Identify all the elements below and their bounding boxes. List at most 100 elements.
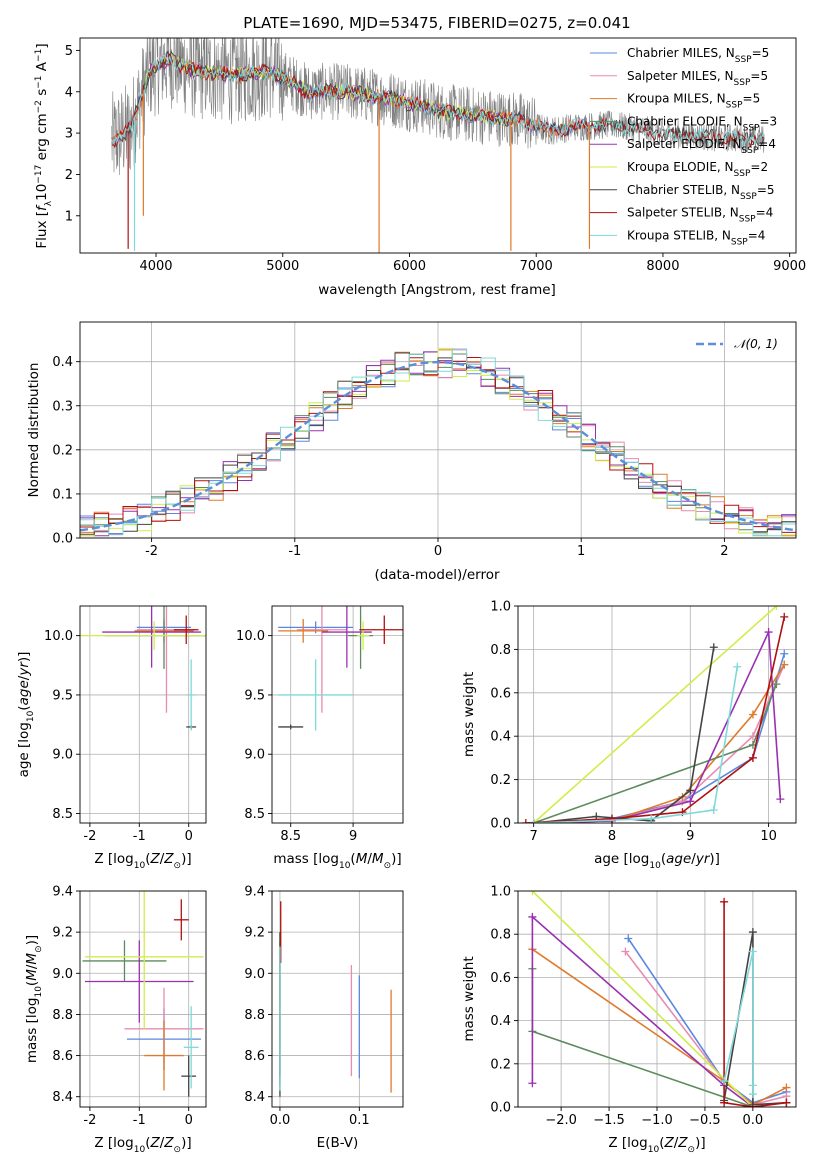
label-part: 10	[649, 861, 661, 871]
x-tick-label: -2	[145, 544, 158, 559]
axes-frame	[79, 605, 207, 824]
plot-area	[82, 891, 204, 1097]
weight-line	[533, 664, 786, 823]
x-axis-label: E(B-V)	[317, 1135, 359, 1151]
label-part: Z	[149, 851, 160, 867]
label-part: Z	[677, 1135, 688, 1151]
label-part: Z	[163, 1135, 174, 1151]
y-tick-label: 10.0	[236, 629, 265, 644]
y-axis-label: mass [log10(M/M⊙)]	[24, 935, 44, 1063]
weight-marker	[780, 660, 789, 669]
label-part: M	[356, 851, 368, 867]
y-tick-label: 8.6	[244, 1049, 265, 1064]
label-part: =3	[759, 114, 777, 128]
weight-marker	[772, 680, 781, 689]
y-tick-label: 0.2	[52, 443, 73, 458]
weight-marker	[748, 1081, 757, 1090]
label-part: (	[24, 981, 40, 986]
x-tick-label: 2	[720, 544, 728, 559]
label-part: yr	[16, 661, 32, 677]
weight-marker	[772, 606, 781, 610]
x-axis-label: Z [log10(Z/Z⊙)]	[94, 851, 191, 871]
weight-marker	[521, 819, 530, 823]
x-axis-label: age [log10(age/yr)]	[594, 851, 720, 871]
label-part: )]	[16, 652, 32, 663]
weight-line	[533, 664, 785, 823]
label-part: Chabrier ELODIE, N	[627, 114, 743, 128]
label-part: Salpeter STELIB, N	[627, 206, 739, 220]
label-part: M	[24, 953, 40, 965]
y-tick-label: 9.5	[244, 688, 265, 703]
label-part: (	[145, 851, 150, 867]
weight-marker	[733, 662, 742, 671]
label-part: Z [log	[94, 851, 133, 867]
label-part: =4	[756, 206, 774, 220]
y-axis-label: age [log10(age/yr)]	[16, 652, 36, 778]
y-tick-label: 0.0	[52, 532, 73, 547]
weight-marker	[720, 1098, 729, 1107]
y-tick-label: 0.6	[490, 686, 511, 701]
label-part: Salpeter ELODIE, N	[627, 137, 741, 151]
weight-marker	[686, 786, 695, 795]
mass-vs-metallicity-panel: -2 -1 08.48.68.89.09.29.4Z [log10(Z/Z⊙)]ma…	[24, 885, 207, 1155]
weight-line	[531, 968, 754, 1107]
x-tick-label: 1	[577, 544, 585, 559]
label-part: age [log	[594, 851, 649, 867]
label-part: (	[145, 1135, 150, 1151]
label-part: s	[34, 89, 50, 100]
x-tick-label: -1	[133, 829, 146, 844]
y-tick-label: 0.3	[52, 399, 73, 414]
legend-label: Kroupa STELIB, NSSP=4	[627, 228, 765, 247]
label-part: =4	[748, 228, 766, 242]
weight-marker	[776, 795, 785, 804]
spectrum-panel: 4000 5000 6000 7000 8000 9000 1 2 3 4 5 wavelength …	[34, 37, 806, 298]
label-part: age	[666, 851, 691, 867]
label-part: 10	[26, 710, 36, 722]
x-tick-label: 8.5	[280, 829, 301, 844]
label-part: A	[34, 61, 50, 75]
y-tick-label: 0.8	[490, 643, 511, 658]
label-part: )]	[709, 851, 720, 867]
y-tick-label: 9.0	[52, 748, 73, 763]
y-tick-label: 0.0	[490, 1101, 511, 1116]
label-part: E(B-V)	[317, 1135, 359, 1151]
x-tick-label: 7000	[520, 259, 553, 274]
x-tick-label: 9	[686, 829, 694, 844]
plot-area	[80, 606, 206, 731]
label-part: SSP	[740, 192, 757, 202]
weight-marker	[621, 947, 630, 956]
plot-area	[521, 606, 789, 823]
label-part: Z [log	[94, 1135, 133, 1151]
weight-line	[723, 901, 787, 1107]
weight-marker	[748, 753, 757, 762]
y-tick-label: 3	[65, 127, 73, 142]
axes-frame	[271, 605, 404, 824]
y-tick-label: 9.0	[244, 967, 265, 982]
label-part: /	[160, 851, 165, 867]
label-part: ]	[34, 43, 50, 48]
weight-marker	[686, 797, 695, 806]
label-part: −1	[34, 75, 44, 88]
y-axis-label: Flux [fλ10−17 erg cm−2 s−1 A−1]	[34, 43, 54, 248]
x-axis-label: mass [log10(M/M⊙)]	[273, 851, 401, 871]
y-tick-label: 0.2	[490, 773, 511, 788]
residuals-panel: -2 -1 0 1 2 0.0 0.1 0.2 0.3 0.4 𝒩(0, 1) (data-model…	[26, 321, 797, 583]
label-part: f	[34, 204, 50, 211]
weight-marker	[709, 643, 718, 652]
y-tick-label: 9.5	[52, 688, 73, 703]
histogram-step	[80, 348, 796, 537]
age-vs-metallicity-panel: -2 -1 08.59.09.510.0Z [log10(Z/Z⊙)]age [lo…	[16, 605, 207, 871]
label-part: /	[367, 851, 372, 867]
weight-line	[525, 616, 786, 823]
weight-marker	[647, 814, 656, 823]
weight-marker	[782, 1098, 791, 1107]
histogram-step	[80, 352, 796, 535]
label-part: =5	[750, 69, 768, 83]
x-axis-label: Z [log10(Z/Z⊙)]	[94, 1135, 191, 1155]
label-part: (	[659, 1135, 664, 1151]
weight-marker	[764, 628, 773, 637]
weight-marker	[528, 912, 537, 921]
y-tick-label: 0.1	[52, 487, 73, 502]
mass-vs-ebv-panel: 0.0 0.1 8.4 8.6 8.8 9.0 9.2 9.4 E(B-V)	[244, 885, 404, 1151]
